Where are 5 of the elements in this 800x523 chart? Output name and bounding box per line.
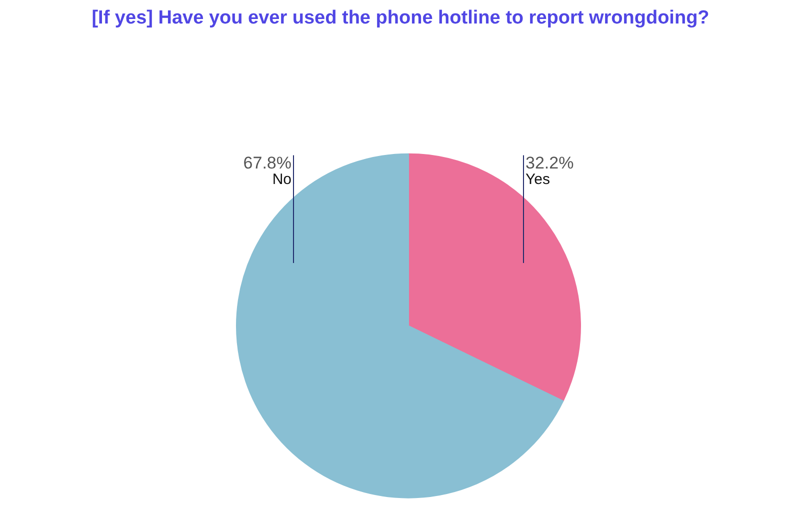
slice-label: Yes bbox=[526, 171, 550, 188]
data-label: 67.8% bbox=[243, 153, 292, 172]
chart-title: [If yes] Have you ever used the phone hotline to report wrongdoing? bbox=[92, 8, 710, 28]
data-label: 32.2% bbox=[526, 153, 574, 172]
slice-label: No bbox=[272, 171, 292, 188]
